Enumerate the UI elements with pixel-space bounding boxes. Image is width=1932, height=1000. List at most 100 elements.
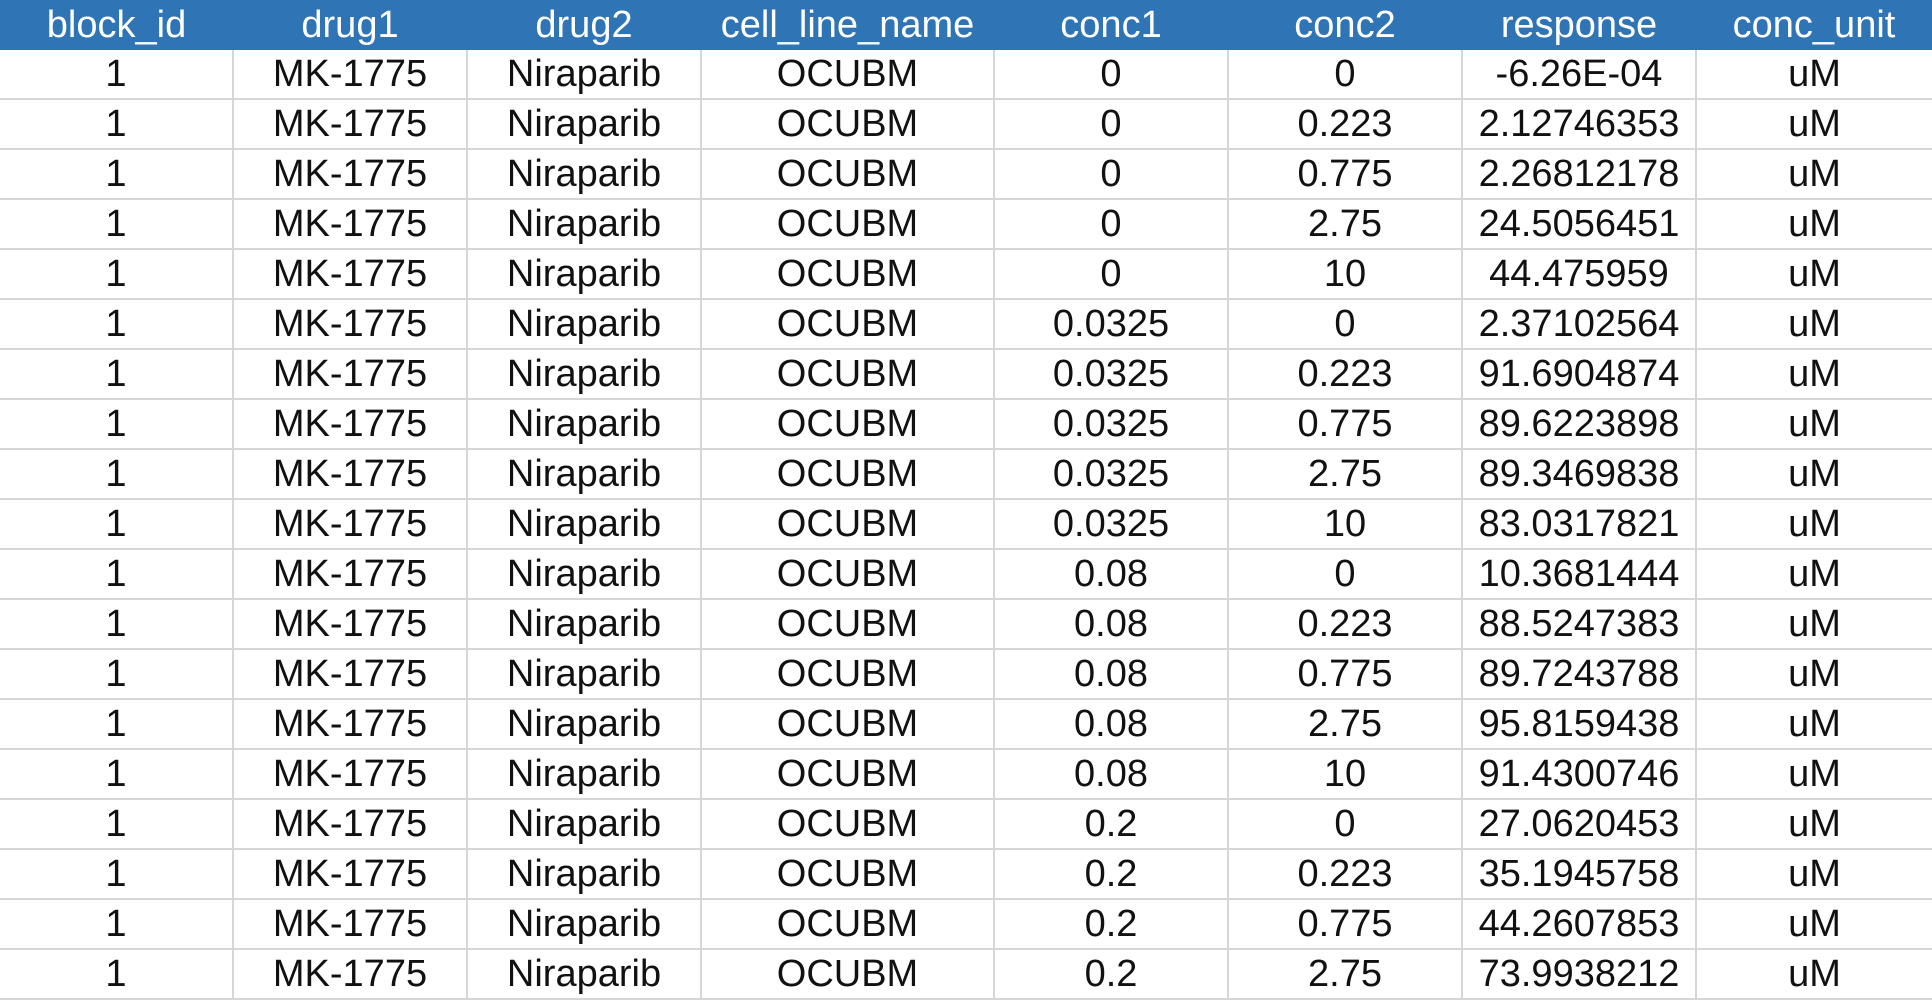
conc1-cell[interactable]: 0.08 [994, 699, 1229, 750]
drug2-cell[interactable]: Niraparib [467, 499, 702, 550]
drug1-cell[interactable]: MK-1775 [233, 749, 468, 800]
block-id-cell[interactable]: 1 [0, 849, 234, 900]
column-header-drug1[interactable]: drug1 [233, 0, 467, 50]
cell-line-name-cell[interactable]: OCUBM [701, 649, 995, 700]
block-id-cell[interactable]: 1 [0, 949, 234, 1000]
conc2-cell[interactable]: 0.775 [1228, 899, 1463, 950]
conc1-cell[interactable]: 0.0325 [994, 399, 1229, 450]
block-id-cell[interactable]: 1 [0, 299, 234, 350]
block-id-cell[interactable]: 1 [0, 50, 234, 100]
conc-unit-cell[interactable]: uM [1696, 50, 1932, 100]
response-cell[interactable]: 2.12746353 [1462, 99, 1697, 150]
conc2-cell[interactable]: 2.75 [1228, 199, 1463, 250]
conc2-cell[interactable]: 10 [1228, 749, 1463, 800]
conc-unit-cell[interactable]: uM [1696, 149, 1932, 200]
response-cell[interactable]: 88.5247383 [1462, 599, 1697, 650]
cell-line-name-cell[interactable]: OCUBM [701, 399, 995, 450]
cell-line-name-cell[interactable]: OCUBM [701, 749, 995, 800]
conc2-cell[interactable]: 0 [1228, 549, 1463, 600]
response-cell[interactable]: 89.7243788 [1462, 649, 1697, 700]
conc2-cell[interactable]: 0 [1228, 799, 1463, 850]
conc2-cell[interactable]: 0.775 [1228, 149, 1463, 200]
cell-line-name-cell[interactable]: OCUBM [701, 799, 995, 850]
block-id-cell[interactable]: 1 [0, 599, 234, 650]
drug1-cell[interactable]: MK-1775 [233, 349, 468, 400]
response-cell[interactable]: 35.1945758 [1462, 849, 1697, 900]
drug1-cell[interactable]: MK-1775 [233, 899, 468, 950]
column-header-cell-line-name[interactable]: cell_line_name [701, 0, 994, 50]
conc-unit-cell[interactable]: uM [1696, 449, 1932, 500]
drug1-cell[interactable]: MK-1775 [233, 149, 468, 200]
conc1-cell[interactable]: 0 [994, 99, 1229, 150]
response-cell[interactable]: 91.6904874 [1462, 349, 1697, 400]
drug1-cell[interactable]: MK-1775 [233, 949, 468, 1000]
cell-line-name-cell[interactable]: OCUBM [701, 149, 995, 200]
conc1-cell[interactable]: 0.2 [994, 899, 1229, 950]
drug1-cell[interactable]: MK-1775 [233, 799, 468, 850]
block-id-cell[interactable]: 1 [0, 899, 234, 950]
conc1-cell[interactable]: 0 [994, 149, 1229, 200]
response-cell[interactable]: 91.4300746 [1462, 749, 1697, 800]
conc-unit-cell[interactable]: uM [1696, 399, 1932, 450]
conc2-cell[interactable]: 0.223 [1228, 849, 1463, 900]
cell-line-name-cell[interactable]: OCUBM [701, 99, 995, 150]
drug2-cell[interactable]: Niraparib [467, 449, 702, 500]
conc2-cell[interactable]: 10 [1228, 499, 1463, 550]
cell-line-name-cell[interactable]: OCUBM [701, 449, 995, 500]
drug2-cell[interactable]: Niraparib [467, 99, 702, 150]
drug1-cell[interactable]: MK-1775 [233, 249, 468, 300]
response-cell[interactable]: 24.5056451 [1462, 199, 1697, 250]
conc1-cell[interactable]: 0.2 [994, 799, 1229, 850]
block-id-cell[interactable]: 1 [0, 649, 234, 700]
response-cell[interactable]: 95.8159438 [1462, 699, 1697, 750]
drug2-cell[interactable]: Niraparib [467, 749, 702, 800]
drug2-cell[interactable]: Niraparib [467, 949, 702, 1000]
conc1-cell[interactable]: 0.2 [994, 949, 1229, 1000]
conc-unit-cell[interactable]: uM [1696, 549, 1932, 600]
cell-line-name-cell[interactable]: OCUBM [701, 199, 995, 250]
column-header-response[interactable]: response [1462, 0, 1696, 50]
drug2-cell[interactable]: Niraparib [467, 699, 702, 750]
cell-line-name-cell[interactable]: OCUBM [701, 349, 995, 400]
conc2-cell[interactable]: 0.223 [1228, 599, 1463, 650]
block-id-cell[interactable]: 1 [0, 199, 234, 250]
response-cell[interactable]: 10.3681444 [1462, 549, 1697, 600]
column-header-block-id[interactable]: block_id [0, 0, 233, 50]
conc-unit-cell[interactable]: uM [1696, 749, 1932, 800]
block-id-cell[interactable]: 1 [0, 699, 234, 750]
cell-line-name-cell[interactable]: OCUBM [701, 699, 995, 750]
cell-line-name-cell[interactable]: OCUBM [701, 549, 995, 600]
block-id-cell[interactable]: 1 [0, 499, 234, 550]
response-cell[interactable]: 83.0317821 [1462, 499, 1697, 550]
block-id-cell[interactable]: 1 [0, 549, 234, 600]
drug2-cell[interactable]: Niraparib [467, 599, 702, 650]
response-cell[interactable]: 44.475959 [1462, 249, 1697, 300]
conc-unit-cell[interactable]: uM [1696, 899, 1932, 950]
drug1-cell[interactable]: MK-1775 [233, 50, 468, 100]
drug1-cell[interactable]: MK-1775 [233, 649, 468, 700]
drug1-cell[interactable]: MK-1775 [233, 99, 468, 150]
drug1-cell[interactable]: MK-1775 [233, 449, 468, 500]
conc2-cell[interactable]: 0.775 [1228, 399, 1463, 450]
conc-unit-cell[interactable]: uM [1696, 799, 1932, 850]
conc1-cell[interactable]: 0 [994, 199, 1229, 250]
conc2-cell[interactable]: 0 [1228, 299, 1463, 350]
conc2-cell[interactable]: 10 [1228, 249, 1463, 300]
cell-line-name-cell[interactable]: OCUBM [701, 50, 995, 100]
drug2-cell[interactable]: Niraparib [467, 649, 702, 700]
conc1-cell[interactable]: 0.2 [994, 849, 1229, 900]
drug2-cell[interactable]: Niraparib [467, 549, 702, 600]
response-cell[interactable]: 2.37102564 [1462, 299, 1697, 350]
conc1-cell[interactable]: 0.08 [994, 749, 1229, 800]
conc-unit-cell[interactable]: uM [1696, 499, 1932, 550]
column-header-conc1[interactable]: conc1 [994, 0, 1228, 50]
column-header-drug2[interactable]: drug2 [467, 0, 701, 50]
conc-unit-cell[interactable]: uM [1696, 599, 1932, 650]
cell-line-name-cell[interactable]: OCUBM [701, 249, 995, 300]
conc1-cell[interactable]: 0 [994, 249, 1229, 300]
drug1-cell[interactable]: MK-1775 [233, 499, 468, 550]
block-id-cell[interactable]: 1 [0, 349, 234, 400]
drug2-cell[interactable]: Niraparib [467, 849, 702, 900]
conc2-cell[interactable]: 2.75 [1228, 699, 1463, 750]
cell-line-name-cell[interactable]: OCUBM [701, 599, 995, 650]
